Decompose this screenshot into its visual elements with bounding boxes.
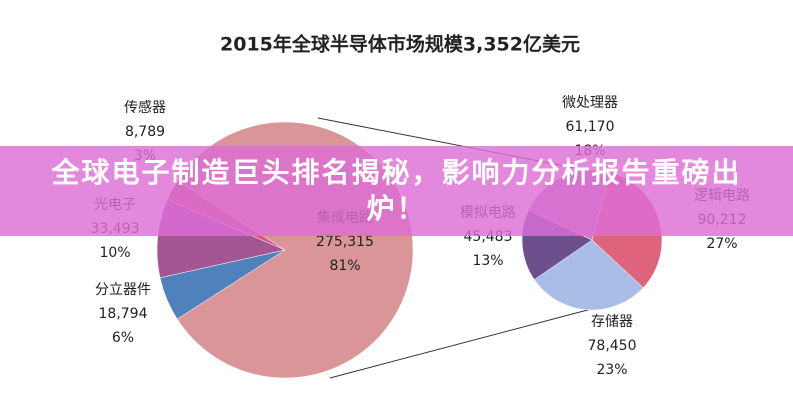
percent-label: 81% xyxy=(329,258,360,274)
value-label: 61,170 xyxy=(566,119,615,135)
slice-label: 分立器件 xyxy=(95,282,151,298)
percent-label: 27% xyxy=(706,236,737,252)
connector xyxy=(329,307,596,379)
percent-label: 6% xyxy=(112,330,134,346)
percent-label: 10% xyxy=(99,245,130,261)
banner-text: 全球电子制造巨头排名揭秘，影响力分析报告重磅出炉！ xyxy=(51,156,742,225)
chart-title: 2015年全球半导体市场规模3,352亿美元 xyxy=(220,33,580,56)
value-label: 8,789 xyxy=(125,124,165,140)
slice-label: 存储器 xyxy=(591,314,633,330)
percent-label: 23% xyxy=(596,362,627,378)
slice-label: 传感器 xyxy=(124,99,166,116)
banner: 全球电子制造巨头排名揭秘，影响力分析报告重磅出炉！ xyxy=(0,146,793,236)
value-label: 275,315 xyxy=(316,234,374,250)
slice-label: 微处理器 xyxy=(562,95,618,111)
percent-label: 13% xyxy=(472,253,503,269)
pie-slice xyxy=(533,239,644,311)
value-label: 78,450 xyxy=(588,338,637,354)
value-label: 18,794 xyxy=(99,306,148,322)
